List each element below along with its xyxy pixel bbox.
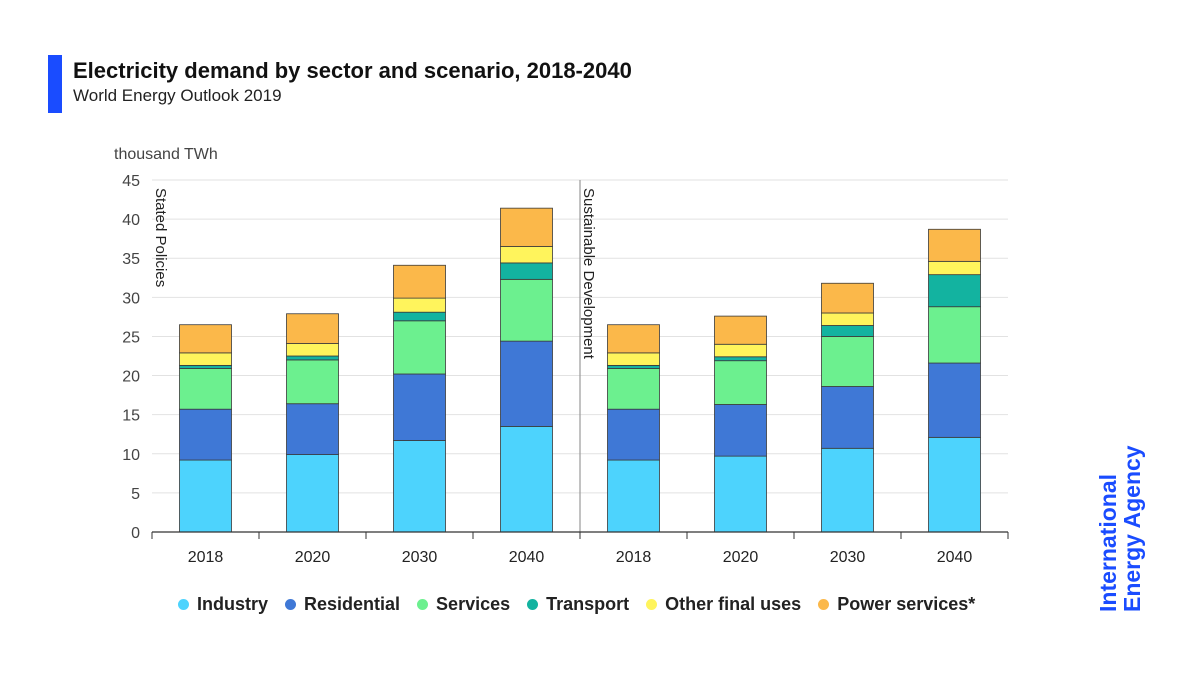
legend-label: Residential (304, 594, 401, 614)
scenario-label: Sustainable Development (580, 188, 597, 360)
bar-segment (928, 274, 981, 308)
x-tick-label: 2040 (937, 549, 973, 566)
x-tick-label: 2018 (616, 549, 652, 566)
bar-segment (928, 436, 981, 533)
y-tick-label: 10 (122, 447, 140, 464)
bar-segment (393, 440, 446, 533)
bar-segment (714, 455, 767, 533)
iea-logo-line1: International (1095, 473, 1121, 612)
bar-segment (286, 403, 339, 455)
bar-segment (393, 297, 446, 313)
legend-label: Other final uses (665, 594, 802, 614)
y-tick-label: 35 (122, 251, 140, 268)
bar-segment (607, 324, 660, 354)
legend-swatch (527, 599, 539, 610)
bar-segment (928, 306, 981, 364)
y-tick-label: 5 (131, 486, 140, 503)
bar-segment (607, 368, 660, 410)
bar-segment (607, 352, 660, 366)
bar-segment (393, 311, 446, 322)
bar-segment (500, 207, 553, 247)
bar-segment (179, 368, 232, 410)
legend-label: Industry (197, 594, 269, 614)
title-accent-bar (48, 55, 62, 113)
bar-segment (286, 355, 339, 361)
bar-segment (286, 313, 339, 344)
y-tick-label: 40 (122, 212, 140, 229)
y-tick-label: 15 (122, 408, 140, 425)
scenario-label: Stated Policies (152, 188, 169, 287)
bar-segment (179, 459, 232, 533)
legend-item: Services (417, 594, 510, 615)
legend-swatch (417, 599, 429, 610)
bar-segment (714, 356, 767, 362)
bar-segment (179, 364, 232, 369)
bar-segment (714, 343, 767, 358)
y-axis-label: thousand TWh (114, 146, 218, 163)
x-tick-label: 2040 (509, 549, 545, 566)
legend-swatch (178, 599, 189, 610)
chart-legend: Industry Residential Services Transport Othe… (178, 594, 992, 615)
bar-segment (607, 408, 660, 461)
bar-segment (393, 373, 446, 441)
bar-segment (821, 282, 874, 314)
y-tick-label: 20 (122, 369, 140, 386)
bar-segment (179, 324, 232, 354)
bar-segment (500, 278, 553, 342)
legend-label: Services (436, 594, 511, 614)
x-tick-label: 2018 (188, 549, 224, 566)
bar-segment (928, 362, 981, 438)
bar-segment (500, 425, 553, 533)
iea-logo-line2: Energy Agency (1119, 445, 1145, 612)
bar-segment (500, 246, 553, 264)
bar-segment (821, 447, 874, 533)
legend-swatch (818, 599, 830, 610)
bar-segment (393, 320, 446, 375)
y-tick-label: 0 (131, 525, 140, 542)
y-tick-label: 25 (122, 329, 140, 346)
legend-label: Power services* (837, 594, 976, 614)
x-tick-label: 2030 (830, 549, 866, 566)
chart-subtitle: World Energy Outlook 2019 (73, 86, 282, 105)
bar-segment (286, 343, 339, 357)
bar-segment (928, 228, 981, 262)
bar-segment (928, 260, 981, 276)
legend-item: Residential (285, 594, 400, 615)
legend-item: Power services* (818, 594, 975, 615)
bar-segment (714, 360, 767, 405)
bar-segment (500, 340, 553, 427)
legend-swatch (646, 599, 658, 610)
x-tick-label: 2020 (723, 549, 759, 566)
bar-segment (714, 315, 767, 345)
chart-title: Electricity demand by sector and scenari… (73, 58, 632, 83)
bar-segment (500, 262, 553, 280)
bar-segment (714, 404, 767, 457)
legend-item: Industry (178, 594, 268, 615)
legend-item: Transport (527, 594, 629, 615)
y-tick-label: 30 (122, 290, 140, 307)
x-tick-label: 2020 (295, 549, 331, 566)
bar-segment (821, 312, 874, 326)
y-tick-label: 45 (122, 173, 140, 190)
legend-swatch (285, 599, 297, 610)
bar-segment (179, 408, 232, 461)
bar-segment (607, 459, 660, 533)
bar-segment (821, 325, 874, 337)
bar-segment (286, 454, 339, 533)
bar-segment (821, 386, 874, 449)
bar-segment (607, 364, 660, 369)
bar-segment (286, 359, 339, 405)
legend-item: Other final uses (646, 594, 801, 615)
bar-segment (179, 352, 232, 366)
x-tick-label: 2030 (402, 549, 438, 566)
bar-segment (821, 336, 874, 387)
legend-label: Transport (546, 594, 630, 614)
bar-segment (393, 264, 446, 299)
